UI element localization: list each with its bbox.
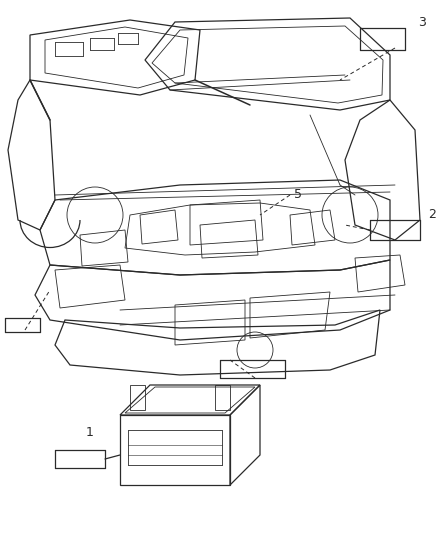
Text: 2: 2 [428,208,436,222]
Text: 5: 5 [294,189,302,201]
Text: 1: 1 [86,426,94,440]
Text: 3: 3 [418,15,426,28]
